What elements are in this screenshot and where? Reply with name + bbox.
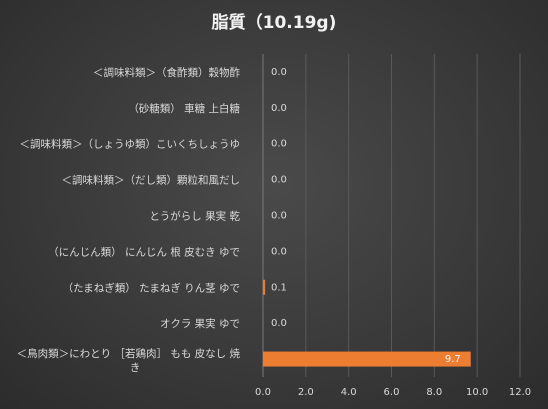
category-label: （砂糖類） 車糖 上白糖 [128, 102, 240, 115]
data-label: 0.0 [271, 67, 287, 78]
category-label: とうがらし 果実 乾 [149, 210, 240, 223]
data-label: 0.0 [271, 211, 287, 222]
category-label: オクラ 果実 ゆで [160, 317, 240, 330]
x-tick-labels: 0.0 2.0 4.0 6.0 8.0 10.0 12.0 [255, 387, 531, 398]
x-tick-label: 10.0 [466, 387, 488, 398]
category-label: （にんじん類） にんじん 根 皮むき ゆで [48, 245, 240, 258]
x-tick-label: 0.0 [255, 387, 271, 398]
data-label: 0.0 [271, 246, 287, 257]
category-labels: ＜調味料類＞（食酢類）穀物酢 （砂糖類） 車糖 上白糖 ＜調味料類＞（しょうゆ類）こ… [17, 66, 241, 374]
data-label: 0.0 [271, 103, 287, 114]
category-label: ＜調味料類＞（だし類）顆粒和風だし [62, 174, 241, 187]
x-tick-label: 6.0 [384, 387, 400, 398]
x-tick-label: 8.0 [426, 387, 442, 398]
chart-title: 脂質（10.19g) [211, 13, 337, 33]
x-tick-label: 4.0 [341, 387, 357, 398]
category-label: （たまねぎ類） たまねぎ りん茎 ゆで [63, 281, 240, 294]
data-label: 0.0 [271, 139, 287, 150]
category-label: ＜調味料類＞（食酢類）穀物酢 [93, 66, 240, 79]
data-label: 0.0 [271, 175, 287, 186]
grid-lines [262, 54, 521, 377]
bars [263, 279, 471, 367]
category-label: ＜調味料類＞（しょうゆ類）こいくちしょうゆ [20, 138, 241, 151]
x-tick-label: 2.0 [298, 387, 314, 398]
x-tick-label: 12.0 [509, 387, 531, 398]
data-label: 0.1 [271, 282, 287, 293]
category-label: ＜鳥肉類＞にわとり ［若鶏肉］ もも 皮なし 焼き [17, 347, 241, 374]
bar [263, 351, 471, 367]
data-label: 9.7 [445, 354, 461, 365]
data-labels: 0.0 0.0 0.0 0.0 0.0 0.0 0.1 0.0 9.7 [271, 67, 461, 365]
data-label: 0.0 [271, 318, 287, 329]
bar [263, 279, 266, 295]
